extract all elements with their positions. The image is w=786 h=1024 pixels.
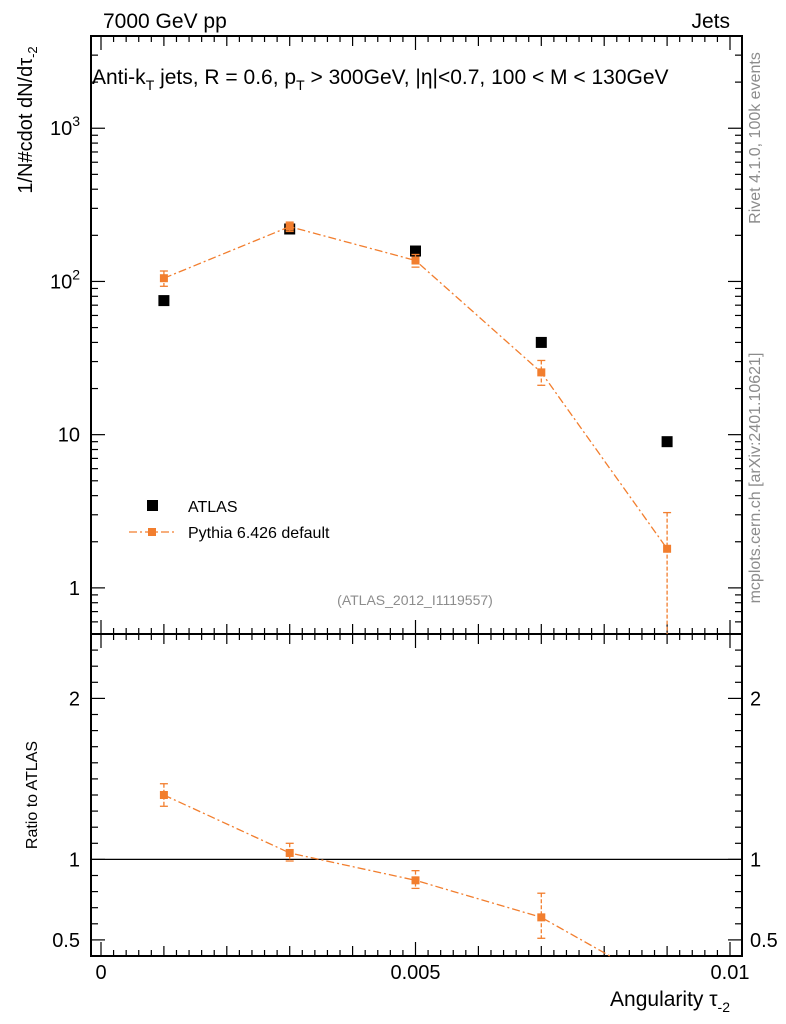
x-axis-label: Angularity τ-2 bbox=[610, 988, 730, 1015]
title-sub1: T bbox=[146, 77, 155, 93]
x-tick-label: 0.005 bbox=[390, 962, 440, 984]
pythia-point bbox=[159, 274, 168, 283]
ratio-point bbox=[159, 791, 168, 799]
atlas-point bbox=[410, 245, 421, 257]
x-axis-label-main: Angularity τ bbox=[610, 988, 718, 1011]
pythia-point bbox=[411, 256, 420, 265]
y-tick-label: 103 bbox=[50, 113, 80, 140]
ratio-y-axis-label: Ratio to ATLAS bbox=[24, 741, 41, 849]
pythia-point bbox=[537, 368, 546, 377]
y-axis-label-main: 1/N#cdot dN/dτ bbox=[15, 58, 37, 194]
y-tick-label: 1 bbox=[69, 578, 80, 600]
atlas-point bbox=[535, 336, 547, 348]
y-axis-label-sub: -2 bbox=[25, 46, 40, 58]
legend-pythia-label: Pythia 6.426 default bbox=[188, 525, 330, 542]
legend-atlas-label: ATLAS bbox=[188, 499, 238, 516]
ratio-plot-frame bbox=[90, 633, 743, 957]
y-tick-label-base: 10 bbox=[50, 118, 72, 140]
plot-title: Anti-kT jets, R = 0.6, pT > 300GeV, |η|<… bbox=[92, 66, 669, 93]
y-tick-label: 10 bbox=[58, 425, 80, 447]
ratio-y-tick-label-right: 0.5 bbox=[750, 930, 778, 952]
legend-pythia-marker bbox=[148, 528, 156, 536]
title-mid1: jets, R = 0.6, p bbox=[154, 66, 296, 89]
pythia-point bbox=[285, 222, 294, 231]
ratio-y-tick-label-left: 1 bbox=[69, 849, 80, 871]
y-axis-label: 1/N#cdot dN/dτ-2 bbox=[15, 46, 40, 193]
ratio-point bbox=[537, 913, 546, 922]
x-axis-label-sub: -2 bbox=[718, 999, 731, 1015]
axis-ticks-group bbox=[91, 35, 742, 957]
rivet-label: Rivet 4.1.0, 100k events bbox=[747, 52, 764, 224]
title-sub2: T bbox=[296, 77, 305, 93]
y-tick-label-exponent: 2 bbox=[72, 266, 80, 282]
y-tick-label-base: 1 bbox=[69, 578, 80, 600]
y-tick-label-base: 10 bbox=[58, 425, 80, 447]
title-pre: Anti-k bbox=[92, 66, 146, 89]
ratio-pythia-line bbox=[163, 794, 611, 957]
x-tick-label: 0.01 bbox=[711, 962, 750, 984]
header-right-label: Jets bbox=[691, 10, 730, 33]
ratio-y-tick-label-left: 0.5 bbox=[52, 930, 80, 952]
atlas-point bbox=[158, 295, 170, 307]
y-tick-label: 102 bbox=[50, 266, 80, 293]
mcplots-label: mcplots.cern.ch [arXiv:2401.10621] bbox=[747, 353, 764, 604]
x-tick-label: 0 bbox=[95, 962, 106, 984]
ratio-point bbox=[411, 876, 420, 885]
ratio-y-tick-label-right: 1 bbox=[750, 849, 761, 871]
y-tick-label-base: 10 bbox=[50, 271, 72, 293]
ratio-y-tick-label-left: 2 bbox=[69, 688, 80, 710]
ratio-y-tick-label-right: 2 bbox=[750, 688, 761, 710]
y-tick-label-exponent: 3 bbox=[72, 113, 80, 129]
header-left-label: 7000 GeV pp bbox=[103, 10, 227, 33]
legend-atlas-marker bbox=[147, 500, 158, 511]
analysis-id-label: (ATLAS_2012_I1119557) bbox=[337, 592, 493, 608]
pythia-line bbox=[163, 225, 668, 550]
main-plot-frame bbox=[90, 35, 743, 635]
series-group bbox=[158, 221, 673, 634]
ratio-point bbox=[285, 848, 294, 857]
title-post: > 300GeV, |η|<0.7, 100 < M < 130GeV bbox=[305, 66, 669, 89]
legend: ATLAS Pythia 6.426 default bbox=[129, 499, 330, 542]
pythia-point bbox=[663, 544, 672, 553]
atlas-point bbox=[661, 436, 673, 448]
ratio-series-group bbox=[91, 783, 742, 957]
